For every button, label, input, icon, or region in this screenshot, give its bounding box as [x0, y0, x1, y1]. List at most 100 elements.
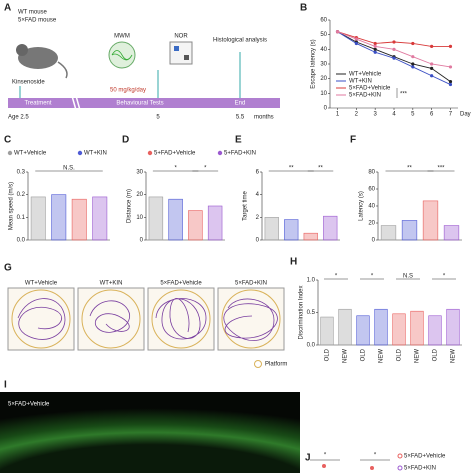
- mouse-label: 5×FAD mouse: [18, 18, 57, 24]
- x-tick-label: OLD: [361, 348, 367, 361]
- point: [448, 80, 453, 84]
- legend-marker: [77, 150, 83, 156]
- histology-label: Histological analysis: [213, 38, 267, 44]
- nor-object: [174, 46, 179, 51]
- panel-label: I: [4, 380, 7, 391]
- bar: [264, 217, 279, 241]
- point: [430, 74, 434, 78]
- y-tick-label: 60: [368, 187, 375, 193]
- significance: *: [371, 274, 374, 280]
- y-axis-label: Distance (m): [127, 189, 133, 223]
- significance: **: [318, 166, 323, 172]
- bar: [30, 196, 46, 241]
- age-label: Age 2.5: [8, 115, 29, 121]
- y-tick-label: 80: [368, 170, 375, 176]
- point: [411, 65, 415, 69]
- panel-label: F: [350, 135, 356, 146]
- legend-marker: [147, 150, 153, 156]
- y-tick-label: 1.0: [307, 278, 316, 284]
- x-tick-label: 2: [355, 112, 359, 118]
- nor-object: [184, 55, 189, 60]
- y-axis-label: Escape latency (s): [311, 39, 317, 88]
- point: [448, 82, 453, 87]
- point: [430, 62, 434, 66]
- y-tick-label: 10: [320, 91, 327, 97]
- panel-j-art: [310, 453, 403, 471]
- y-axis-label: Target time: [243, 191, 249, 221]
- point: [448, 65, 453, 69]
- fluorescence-image: [0, 392, 300, 473]
- age-label: months: [254, 115, 274, 121]
- x-tick-label: 7: [449, 112, 453, 118]
- test-label: MWM: [114, 34, 130, 40]
- mouse-tail: [57, 61, 68, 79]
- panel-label: J: [305, 453, 311, 464]
- bar: [303, 232, 318, 241]
- group-label: 5×FAD+Vehicle: [160, 281, 202, 287]
- bar: [168, 198, 183, 241]
- x-tick-label: NEW: [415, 349, 421, 363]
- mouse-body: [18, 47, 58, 69]
- bar: [284, 219, 299, 241]
- timeline-bar: [8, 98, 280, 108]
- point: [373, 44, 377, 49]
- y-tick-label: 40: [320, 47, 327, 53]
- y-tick-label: 40: [368, 204, 375, 210]
- y-tick-label: 20: [368, 221, 375, 227]
- group-label: 5×FAD+KIN: [235, 281, 267, 287]
- bar: [338, 308, 352, 346]
- y-tick-label: 0: [140, 238, 144, 244]
- y-tick-label: 0.0: [307, 343, 316, 349]
- y-tick-label: 60: [320, 18, 327, 24]
- point: [354, 37, 358, 41]
- x-tick-label: OLD: [397, 348, 403, 361]
- y-axis-label: Mean speed (m/s): [9, 182, 15, 230]
- y-tick-label: 0.3: [17, 170, 26, 176]
- point: [411, 55, 415, 59]
- x-tick-label: 1: [336, 112, 340, 118]
- y-axis-label: Discrimination Index: [299, 285, 305, 339]
- legend-label: 5×FAD+KIN: [404, 466, 436, 472]
- series-line: [337, 31, 451, 47]
- point: [335, 30, 340, 34]
- bar: [323, 215, 338, 241]
- significance: ***: [400, 92, 408, 98]
- platform-label: Platform: [265, 362, 287, 368]
- significance: **: [407, 166, 412, 172]
- phase-label: End: [235, 101, 246, 107]
- significance: *: [324, 453, 327, 459]
- bar: [446, 308, 460, 346]
- legend-label: WT+KIN: [349, 79, 372, 85]
- bar: [392, 313, 406, 346]
- panel-label: D: [122, 135, 129, 146]
- phase-label: Treatment: [24, 101, 51, 107]
- bar: [374, 308, 388, 346]
- y-tick-label: 0.1: [17, 215, 26, 221]
- y-tick-label: 30: [320, 62, 327, 68]
- significance: *: [174, 166, 177, 172]
- point: [392, 56, 396, 60]
- x-tick-label: NEW: [343, 349, 349, 363]
- y-tick-label: 0.5: [307, 310, 316, 316]
- y-tick-label: 50: [320, 32, 327, 38]
- timeline-break: [71, 95, 81, 111]
- panel-label: H: [290, 257, 297, 268]
- point: [373, 50, 377, 54]
- legend-label: 5+FAD+KIN: [224, 151, 256, 157]
- point: [373, 41, 377, 46]
- drug-label: Kinsenoside: [12, 80, 45, 86]
- bar: [428, 315, 442, 346]
- group-label: WT+KIN: [100, 281, 123, 287]
- age-label: 5.5: [236, 115, 245, 121]
- bar: [320, 316, 334, 346]
- legend-label: 5×FAD+Vehicle: [404, 454, 446, 460]
- significance: *: [335, 274, 338, 280]
- point: [354, 41, 358, 46]
- nor-box: [169, 41, 193, 65]
- dose-label: 50 mg/kg/day: [110, 88, 146, 94]
- point: [448, 44, 453, 49]
- y-tick-label: 0.0: [17, 238, 26, 244]
- y-tick-label: 20: [136, 192, 143, 198]
- test-label: NOR: [174, 34, 188, 40]
- point: [392, 40, 396, 44]
